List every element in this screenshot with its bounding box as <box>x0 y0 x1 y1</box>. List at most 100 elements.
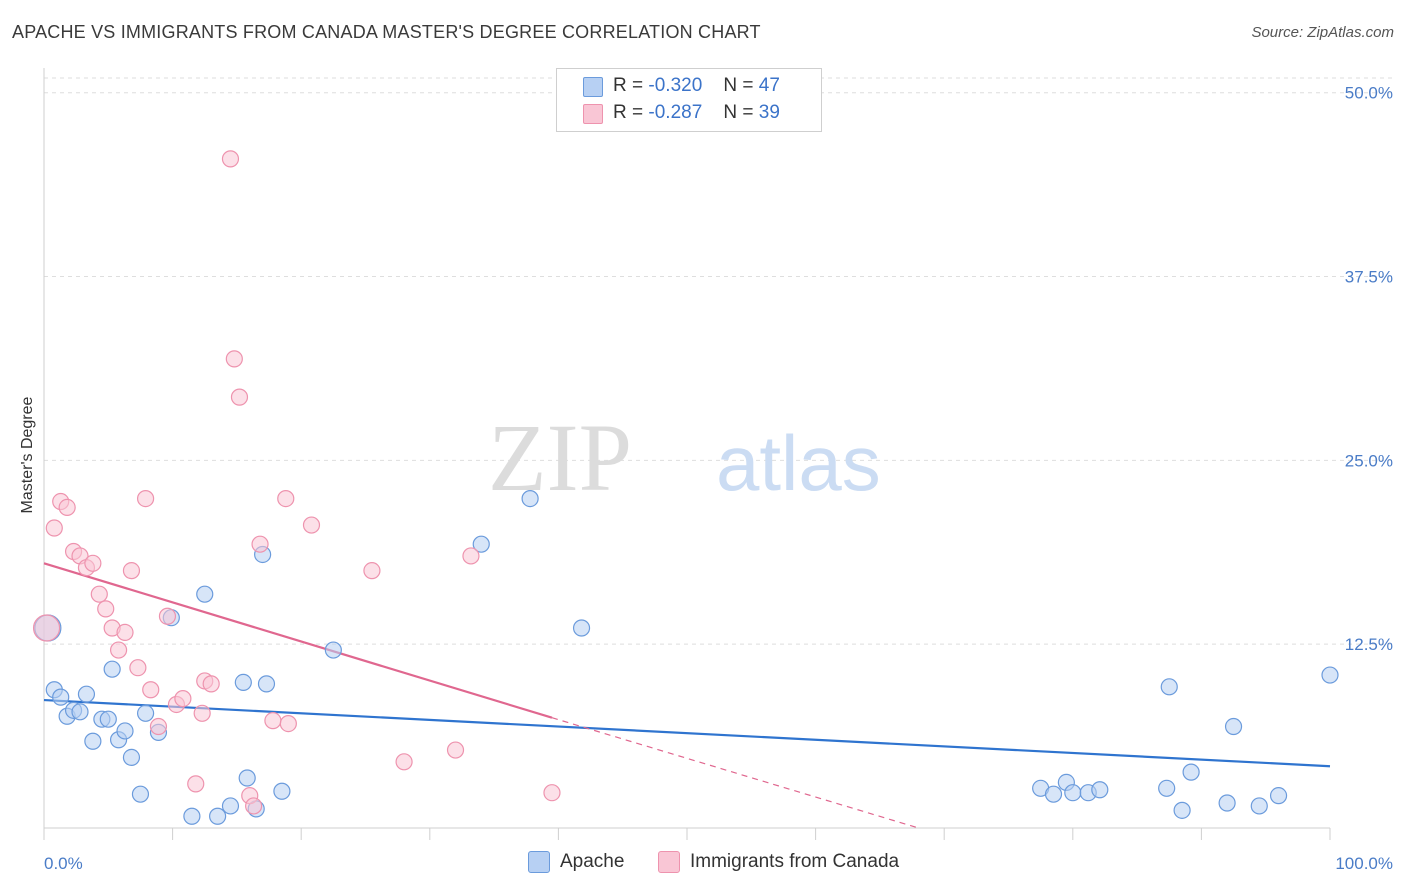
canada-point <box>149 717 168 736</box>
canada-point <box>58 498 76 517</box>
apache-point <box>131 785 150 803</box>
apache-point <box>1160 678 1178 696</box>
apache-trend-line <box>43 698 1331 768</box>
trend-lines <box>43 562 1331 829</box>
canada-point <box>446 741 465 759</box>
apache-point <box>572 619 591 637</box>
bottom-legend-apache: Apache <box>528 851 624 873</box>
apache-n-label: N = <box>723 75 754 96</box>
apache-point <box>77 685 96 703</box>
canada-trend-extension <box>551 717 919 829</box>
legend-row-apache: R = -0.320 N = 47 <box>613 73 780 99</box>
apache-point <box>196 585 214 603</box>
apache-point <box>52 688 70 706</box>
apache-point <box>234 673 252 692</box>
canada-point <box>202 675 220 693</box>
y-tick-label: 12.5% <box>1345 635 1393 654</box>
watermark-zip: ZIP <box>488 404 632 511</box>
apache-legend-swatch <box>528 851 550 873</box>
source-label: Source: ZipAtlas.com <box>1251 24 1394 41</box>
apache-legend-label: Apache <box>560 851 625 872</box>
canada-point <box>45 519 63 537</box>
y-tick-label: 25.0% <box>1345 451 1393 470</box>
apache-point <box>84 732 102 750</box>
correlation-legend: R = -0.320 N = 47 R = -0.287 N = 39 <box>556 68 822 132</box>
canada-point <box>174 689 192 708</box>
canada-point <box>264 712 282 730</box>
canada-swatch <box>583 104 603 124</box>
canada-point <box>193 704 211 722</box>
canada-point <box>302 516 321 534</box>
canada-point <box>251 535 269 553</box>
apache-point <box>183 807 201 825</box>
apache-point <box>472 535 490 553</box>
apache-point <box>521 489 539 508</box>
apache-r-value: -0.320 <box>648 75 703 96</box>
canada-point <box>462 547 480 565</box>
apache-point <box>221 797 240 815</box>
apache-point <box>1158 779 1176 797</box>
apache-point <box>1173 801 1191 819</box>
apache-point <box>122 748 141 767</box>
canada-point <box>158 607 177 625</box>
apache-point <box>1091 781 1109 799</box>
apache-point <box>1321 666 1339 684</box>
apache-point <box>257 675 276 693</box>
canada-point <box>245 797 263 815</box>
canada-legend-swatch <box>658 851 680 873</box>
apache-point <box>71 703 89 721</box>
apache-point <box>103 660 121 678</box>
canada-point <box>136 489 155 508</box>
apache-point <box>1064 784 1082 802</box>
canada-point <box>225 350 243 368</box>
apache-point <box>1250 797 1268 815</box>
apache-point <box>273 782 291 800</box>
canada-point <box>543 784 561 802</box>
x-tick-label-max: 100.0% <box>1335 854 1393 873</box>
canada-r-label: R = <box>613 102 644 123</box>
canada-point <box>84 554 102 572</box>
canada-point <box>230 388 249 406</box>
chart-title: APACHE VS IMMIGRANTS FROM CANADA MASTER'… <box>12 22 761 42</box>
canada-point <box>122 562 141 580</box>
canada-r-value: -0.287 <box>648 102 703 123</box>
canada-point <box>97 600 115 618</box>
canada-point <box>279 714 297 733</box>
legend-row-canada: R = -0.287 N = 39 <box>613 100 780 126</box>
canada-point <box>116 623 134 642</box>
data-points <box>32 150 1339 825</box>
apache-point <box>1224 717 1243 736</box>
canada-point <box>109 641 128 659</box>
tick-labels: 12.5% 25.0% 37.5% 50.0% 0.0% 100.0% <box>44 84 1393 873</box>
canada-trend-line <box>43 562 553 719</box>
canada-n-value: 39 <box>758 102 780 123</box>
apache-point <box>136 704 155 722</box>
grid-lines <box>44 77 1394 645</box>
axes <box>43 68 1331 840</box>
y-tick-label: 50.0% <box>1345 84 1393 103</box>
canada-point <box>90 585 108 603</box>
apache-point <box>1182 763 1200 781</box>
canada-point <box>142 681 160 699</box>
canada-point <box>277 489 295 508</box>
y-tick-label: 37.5% <box>1345 268 1393 287</box>
canada-point <box>363 562 381 580</box>
x-tick-label-min: 0.0% <box>44 854 83 873</box>
watermark-atlas: atlas <box>716 419 881 507</box>
apache-point <box>324 641 342 659</box>
canada-point <box>187 775 205 793</box>
apache-point <box>1218 794 1236 812</box>
apache-r-label: R = <box>613 75 644 96</box>
canada-point <box>129 659 147 677</box>
apache-point <box>1269 787 1288 805</box>
canada-point <box>221 150 240 168</box>
canada-point <box>395 753 413 771</box>
apache-n-value: 47 <box>758 75 780 96</box>
canada-n-label: N = <box>723 102 754 123</box>
canada-legend-label: Immigrants from Canada <box>690 851 900 872</box>
apache-swatch <box>583 77 603 97</box>
apache-point <box>1044 785 1063 803</box>
apache-point <box>99 710 117 728</box>
canada-point <box>32 614 61 642</box>
